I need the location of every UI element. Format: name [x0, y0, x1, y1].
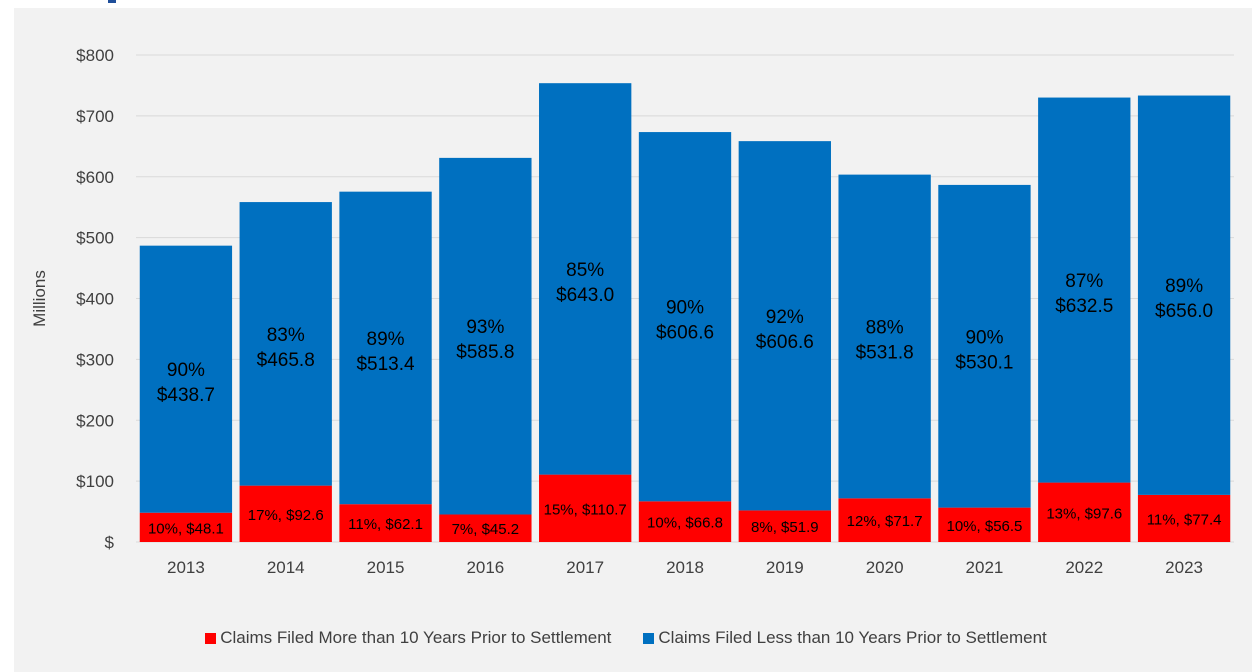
x-tick-label: 2017 [566, 558, 604, 577]
bar-segment-recent-claims [139, 245, 233, 513]
x-tick-label: 2015 [367, 558, 405, 577]
data-label-older-claims: 11%, $77.4 [1147, 511, 1222, 528]
bar-segment-recent-claims [1137, 95, 1231, 495]
x-tick-label: 2014 [267, 558, 305, 577]
legend-swatch-blue [643, 632, 655, 644]
bar-segment-recent-claims [539, 83, 632, 475]
bar-segment-recent-claims [738, 141, 831, 511]
data-label-recent-claims-value: $643.0 [556, 285, 614, 306]
data-label-recent-claims-value: $656.0 [1155, 301, 1213, 322]
x-tick-label: 2023 [1165, 558, 1203, 577]
data-label-older-claims: 10%, $48.1 [148, 520, 224, 537]
bars: 10%, $48.1 90% $438.7 17%, $92.6 83% $465.8 11… [139, 83, 1231, 542]
bar-segment-older-claims [638, 501, 732, 542]
data-label-recent-claims-value: $438.7 [157, 385, 215, 406]
data-label-recent-claims-pct: 90% [167, 360, 205, 381]
bar-segment-older-claims [838, 498, 931, 542]
legend-swatch-red [205, 632, 217, 644]
x-tick-label: 2021 [966, 558, 1004, 577]
bar-segment-older-claims [938, 507, 1031, 542]
y-tick-label: $500 [76, 229, 114, 248]
data-label-older-claims: 11%, $62.1 [348, 516, 423, 533]
data-label-recent-claims-pct: 88% [866, 317, 904, 338]
x-tick-label: 2019 [766, 558, 804, 577]
data-label-recent-claims-pct: 92% [766, 307, 804, 328]
data-label-older-claims: 7%, $45.2 [452, 521, 520, 538]
y-tick-label: $200 [76, 411, 114, 430]
data-label-recent-claims-value: $606.6 [656, 323, 714, 344]
data-label-older-claims: 10%, $56.5 [947, 518, 1023, 535]
data-label-recent-claims-value: $585.8 [456, 342, 514, 363]
legend-label-older-claims: Claims Filed More than 10 Years Prior to… [220, 628, 612, 647]
data-label-older-claims: 17%, $92.6 [248, 507, 324, 524]
y-tick-label: $700 [76, 107, 114, 126]
y-axis-title: Millions [30, 270, 49, 327]
x-tick-label: 2016 [466, 558, 504, 577]
data-label-recent-claims-value: $632.5 [1055, 296, 1113, 317]
bar-segment-older-claims [738, 510, 831, 542]
y-tick-label: $100 [76, 472, 114, 491]
legend-item-older-claims: Claims Filed More than 10 Years Prior to… [205, 628, 611, 648]
legend-item-recent-claims: Claims Filed Less than 10 Years Prior to… [643, 628, 1047, 648]
data-label-older-claims: 12%, $71.7 [847, 513, 923, 530]
bar-segment-recent-claims [1038, 97, 1131, 483]
x-tick-label: 2013 [167, 558, 205, 577]
stacked-bar-chart: $ $100 $200 $300 $400 $500 $600 $700 $800 10%, $… [30, 46, 1234, 577]
bar-segment-recent-claims [838, 174, 931, 499]
bar-segment-older-claims [1137, 494, 1231, 542]
y-tick-label: $400 [76, 290, 114, 309]
legend-label-recent-claims: Claims Filed Less than 10 Years Prior to… [658, 628, 1047, 647]
data-label-older-claims: 8%, $51.9 [751, 519, 819, 536]
x-tick-label: 2018 [666, 558, 704, 577]
bar-segment-older-claims [339, 504, 432, 542]
bar-segment-older-claims [439, 514, 532, 542]
data-label-older-claims: 10%, $66.8 [647, 515, 723, 532]
data-label-recent-claims-value: $530.1 [955, 352, 1013, 373]
x-tick-label: 2022 [1065, 558, 1103, 577]
data-label-recent-claims-value: $606.6 [756, 332, 814, 353]
data-label-older-claims: 13%, $97.6 [1046, 505, 1122, 522]
data-label-recent-claims-pct: 89% [367, 329, 405, 350]
bar-segment-older-claims [1038, 482, 1131, 542]
y-tick-label: $800 [76, 46, 114, 65]
data-label-recent-claims-pct: 85% [566, 260, 604, 281]
bar-segment-recent-claims [638, 132, 732, 502]
x-axis: 2013 2014 2015 2016 2017 2018 2019 2020 2021 2022… [167, 558, 1203, 577]
data-label-recent-claims-pct: 87% [1065, 271, 1103, 292]
bar-segment-recent-claims [938, 184, 1031, 508]
title-fragment-mark [108, 0, 116, 3]
bar-segment-older-claims [139, 512, 233, 542]
bar-segment-recent-claims [439, 157, 532, 515]
data-label-recent-claims-pct: 93% [466, 317, 504, 338]
bar-segment-recent-claims [239, 202, 332, 486]
data-label-recent-claims-pct: 83% [267, 325, 305, 346]
data-label-recent-claims-value: $513.4 [356, 354, 415, 375]
y-tick-label: $600 [76, 168, 114, 187]
bar-segment-recent-claims [339, 191, 432, 505]
y-tick-label: $300 [76, 350, 114, 369]
y-axis: $ $100 $200 $300 $400 $500 $600 $700 $800 [76, 46, 114, 552]
data-label-older-claims: 15%, $110.7 [544, 501, 627, 518]
x-tick-label: 2020 [866, 558, 904, 577]
data-label-recent-claims-pct: 89% [1165, 276, 1203, 297]
data-label-recent-claims-value: $465.8 [257, 350, 315, 371]
y-tick-label: $ [105, 533, 115, 552]
data-label-recent-claims-value: $531.8 [856, 342, 914, 363]
bar-segment-older-claims [239, 485, 332, 542]
data-label-recent-claims-pct: 90% [666, 298, 704, 319]
bar-segment-older-claims [539, 474, 632, 542]
data-label-recent-claims-pct: 90% [965, 327, 1003, 348]
legend: Claims Filed More than 10 Years Prior to… [0, 628, 1252, 648]
